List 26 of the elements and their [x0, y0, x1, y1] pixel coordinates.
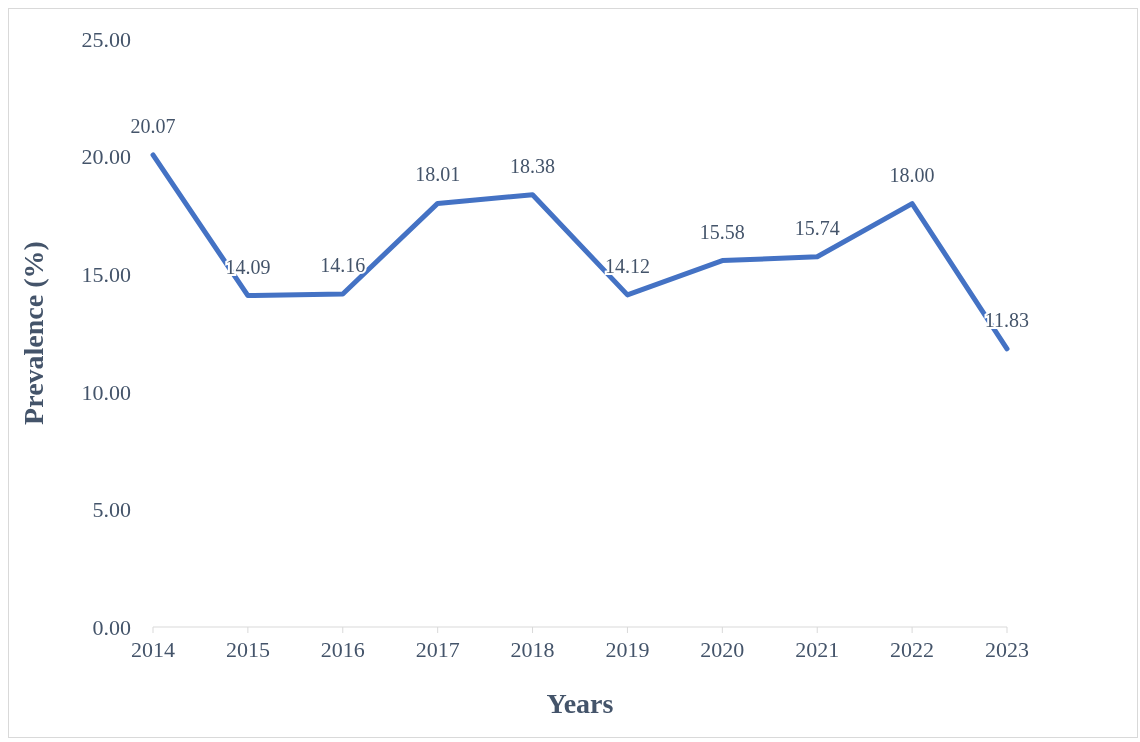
data-label: 18.01: [415, 163, 461, 186]
y-tick-label: 15.00: [81, 262, 131, 288]
y-tick-label: 0.00: [92, 614, 131, 640]
y-tick-label: 5.00: [92, 497, 131, 523]
data-label: 18.00: [889, 163, 935, 186]
data-label: 15.74: [794, 216, 840, 239]
y-axis-title: Prevalence (%): [17, 241, 49, 425]
x-tick-label: 2022: [890, 636, 935, 662]
x-tick-label: 2023: [985, 636, 1029, 662]
x-tick-label: 2018: [510, 636, 555, 662]
x-tick-label: 2021: [795, 636, 840, 662]
data-label: 14.16: [320, 253, 366, 276]
x-axis-title: Years: [546, 688, 614, 719]
x-tick-label: 2015: [225, 636, 270, 662]
y-tick-label: 20.00: [81, 144, 131, 170]
x-tick-label: 2020: [700, 636, 745, 662]
data-label: 15.58: [699, 220, 745, 243]
x-tick-label: 2014: [131, 636, 175, 662]
y-tick-label: 10.00: [81, 379, 131, 405]
data-label: 18.38: [510, 154, 556, 177]
x-tick-label: 2017: [415, 636, 460, 662]
x-tick-label: 2016: [320, 636, 365, 662]
y-tick-label: 25.00: [81, 26, 131, 52]
data-label: 20.07: [130, 114, 176, 137]
x-tick-label: 2019: [605, 636, 650, 662]
data-label: 14.12: [604, 254, 650, 277]
